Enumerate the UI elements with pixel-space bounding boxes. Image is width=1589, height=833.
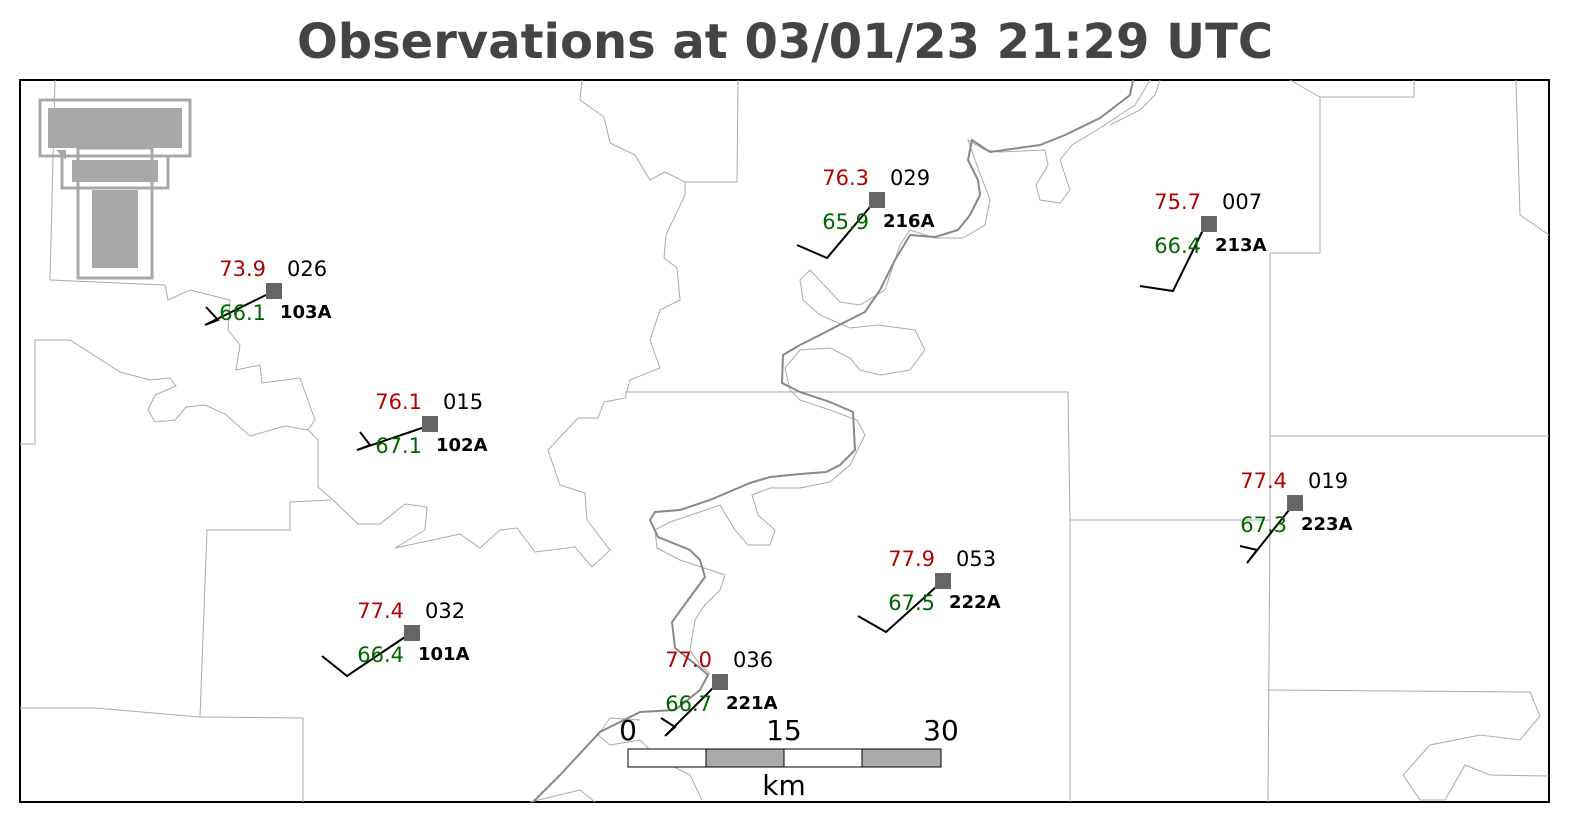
pressure: 029 [890, 166, 930, 190]
dewpoint: 65.9 [822, 210, 869, 234]
station-marker [869, 192, 885, 208]
station-marker [1201, 216, 1217, 232]
station-id: 222A [949, 592, 1001, 613]
station-id: 103A [280, 302, 332, 323]
pressure: 036 [733, 648, 773, 672]
title: Observations at 03/01/23 21:29 UTC [297, 14, 1273, 70]
wind-barb [321, 636, 406, 678]
dewpoint: 67.1 [375, 434, 422, 458]
pressure: 015 [443, 390, 483, 414]
wind-barb [1239, 509, 1290, 564]
temperature: 73.9 [219, 257, 266, 281]
wind-barb [660, 687, 714, 737]
temperature: 77.9 [888, 547, 935, 571]
boundaries [20, 79, 1550, 803]
station-id: 102A [436, 435, 488, 456]
dewpoint: 66.4 [357, 643, 404, 667]
logo [38, 98, 192, 280]
scale-tick: 15 [766, 714, 802, 747]
wind-barb [796, 206, 871, 260]
station-marker [935, 573, 951, 589]
pressure: 019 [1308, 469, 1348, 493]
wind-barb [204, 294, 267, 326]
wind-barb [356, 427, 423, 451]
temperature: 76.1 [375, 390, 422, 414]
dewpoint: 67.5 [888, 591, 935, 615]
station-id: 101A [418, 644, 470, 665]
station-marker [404, 625, 420, 641]
wind-barb [1139, 229, 1204, 293]
temperature: 77.4 [357, 599, 404, 623]
scale-tick: 0 [619, 714, 637, 747]
scale-tick: 30 [923, 714, 959, 747]
dewpoint: 66.7 [665, 692, 712, 716]
dewpoint: 67.3 [1240, 513, 1287, 537]
station-marker [712, 674, 728, 690]
pressure: 053 [956, 547, 996, 571]
wind-barb [857, 586, 937, 634]
temperature: 77.4 [1240, 469, 1287, 493]
temperature: 77.0 [665, 648, 712, 672]
station-marker [266, 283, 282, 299]
station-id: 213A [1215, 235, 1267, 256]
pressure: 007 [1222, 190, 1262, 214]
pressure: 032 [425, 599, 465, 623]
temperature: 76.3 [822, 166, 869, 190]
pressure: 026 [287, 257, 327, 281]
station-marker [422, 416, 438, 432]
river [532, 79, 1134, 803]
map-frame [19, 79, 1550, 803]
station-marker [1287, 495, 1303, 511]
stations: 73.9 026 66.1 103A 76.1 015 67.1 102A 77.4 032 66.… [204, 166, 1353, 737]
station-id: 221A [726, 693, 778, 714]
dewpoint: 66.4 [1154, 234, 1201, 258]
station-id: 216A [883, 211, 935, 232]
scale-bar: 0 15 30 km [619, 714, 959, 802]
station-id: 223A [1301, 514, 1353, 535]
dewpoint: 66.1 [219, 301, 266, 325]
temperature: 75.7 [1154, 190, 1201, 214]
scale-unit: km [762, 769, 806, 802]
